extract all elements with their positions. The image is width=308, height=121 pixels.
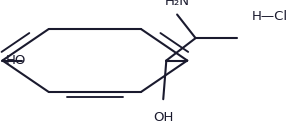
Text: HO: HO	[6, 54, 26, 67]
Text: H₂N: H₂N	[164, 0, 190, 8]
Text: OH: OH	[153, 111, 173, 121]
Text: H—Cl: H—Cl	[251, 10, 288, 23]
